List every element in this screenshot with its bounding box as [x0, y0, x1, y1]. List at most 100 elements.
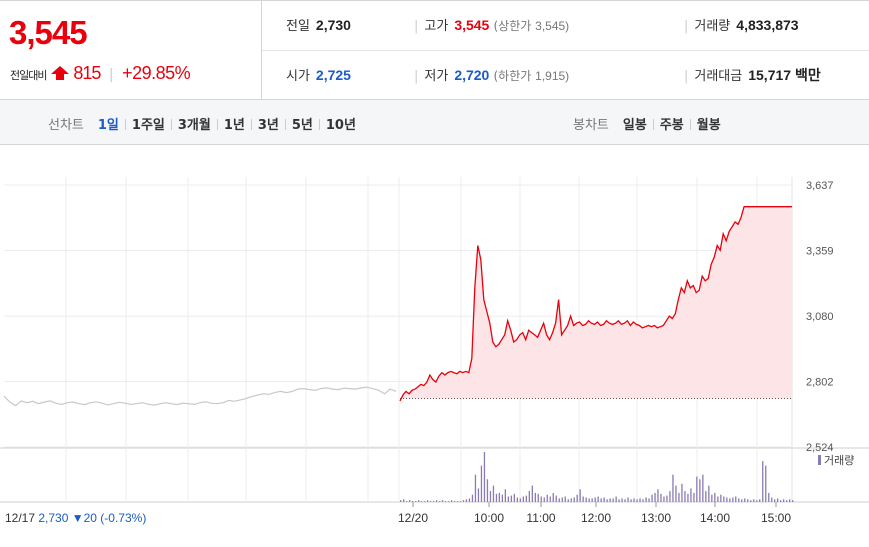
open-value: 2,725	[315, 67, 351, 83]
candle-chart-label: 봉차트	[573, 118, 609, 133]
volume-bar	[612, 498, 614, 502]
volume-bar	[585, 497, 587, 502]
volume-bar	[774, 499, 776, 502]
candle-period-tab[interactable]: 일봉	[622, 118, 647, 133]
volume-bar	[552, 492, 554, 502]
volume-bar	[705, 491, 707, 502]
change-percent: +29.85%	[122, 63, 191, 83]
y-tick-label: 2,524	[806, 442, 834, 454]
prev-close-label: 전일	[286, 19, 310, 34]
volume-bar	[753, 499, 755, 502]
volume-bar	[687, 493, 689, 502]
volume-bar	[729, 498, 731, 502]
volume-bar	[708, 485, 710, 502]
chart-tab-bar: 선차트 1일 1주일 3개월 1년 3년 5년 10년 봉차트 일봉 주봉 월봉	[0, 100, 869, 145]
candle-period-tab[interactable]: 월봉	[696, 118, 721, 133]
volume-bar	[648, 498, 650, 502]
line-chart-tabs: 선차트 1일 1주일 3개월 1년 3년 5년 10년	[48, 114, 356, 133]
volume-bar	[735, 496, 737, 502]
volume-bar	[429, 501, 432, 502]
line-period-tab[interactable]: 5년	[291, 118, 313, 133]
volume-bar	[576, 494, 578, 502]
volume-bar	[492, 485, 495, 502]
volume-bar	[654, 492, 656, 502]
volume-bar	[723, 496, 725, 502]
volume-bar	[564, 496, 566, 502]
candle-period-tab[interactable]: 주봉	[659, 118, 684, 133]
change-divider: |	[108, 67, 114, 83]
volume-bar	[780, 500, 782, 502]
volume-bar	[591, 498, 593, 502]
low-value: 2,720	[454, 67, 490, 83]
volume-bar	[507, 496, 509, 502]
volume-bar	[702, 474, 704, 502]
volume-bar	[786, 500, 788, 502]
tab-divider	[216, 119, 218, 130]
volume-bar	[732, 497, 734, 502]
volume-bar	[696, 476, 698, 502]
volume-legend-swatch	[818, 455, 821, 465]
volume-bar	[480, 465, 483, 502]
volume-bar	[501, 494, 503, 502]
tab-divider	[250, 119, 252, 130]
volume-bar	[645, 497, 647, 502]
high-label: 고가	[424, 19, 449, 34]
line-period-tab[interactable]: 3개월	[177, 118, 211, 133]
volume-bar	[642, 499, 644, 502]
volume-bar	[570, 498, 572, 502]
x-tick-label: 14:00	[700, 511, 730, 525]
volume-bar	[456, 501, 459, 502]
volume-bar	[525, 495, 527, 502]
volume-bar	[678, 492, 680, 502]
volume-bar	[747, 499, 749, 502]
line-period-tab[interactable]: 10년	[325, 118, 356, 133]
volume-bar	[783, 499, 785, 502]
volume-bar	[558, 498, 560, 502]
volume-bar	[537, 493, 539, 502]
line-period-tab[interactable]: 1주일	[131, 118, 165, 133]
volume-bar	[453, 501, 456, 502]
volume-bar	[606, 499, 608, 502]
volume-bar	[741, 499, 743, 502]
prev-close-cell: 전일 2,730	[286, 15, 351, 34]
volume-bar	[618, 499, 620, 502]
volume-bar	[750, 500, 752, 502]
line-period-tab[interactable]: 3년	[257, 118, 279, 133]
volume-bar	[621, 498, 623, 502]
volume-bar	[465, 499, 468, 502]
volume-bar	[639, 498, 641, 502]
volume-bar	[765, 465, 767, 502]
volume-bar	[534, 492, 536, 502]
open-cell: 시가 2,725	[286, 65, 351, 84]
volume-bar	[693, 492, 695, 502]
volume-bar	[792, 500, 794, 502]
line-chart-label: 선차트	[48, 118, 84, 133]
volume-bar	[717, 496, 719, 502]
volume-bar	[489, 491, 492, 502]
y-tick-label: 3,637	[806, 180, 834, 192]
line-period-tab[interactable]: 1년	[223, 118, 245, 133]
volume-bar	[657, 489, 659, 502]
up-arrow-icon	[50, 66, 69, 80]
low-cell: | 저가 2,720 (하한가 1,915)	[414, 67, 570, 84]
volume-bar	[423, 501, 426, 502]
volume-cell: | 거래량 4,833,873	[684, 17, 799, 34]
volume-bar	[633, 498, 635, 502]
volume-bar	[447, 501, 450, 502]
quote-summary: 3,545 전일대비 815 | +29.85% 전일 2,730 시가 2,725…	[0, 0, 869, 100]
volume-bar	[531, 485, 533, 502]
upper-limit: (상한가 3,545)	[493, 19, 570, 33]
row-divider	[262, 50, 869, 51]
volume-bar	[459, 501, 462, 502]
tab-divider	[284, 119, 286, 130]
volume-bar	[546, 494, 548, 502]
volume-bar	[660, 493, 662, 502]
volume-bar	[579, 489, 581, 502]
volume-bar	[415, 501, 417, 502]
volume-bar	[627, 497, 629, 502]
line-period-tab[interactable]: 1일	[97, 118, 119, 133]
volume-bar	[420, 501, 423, 502]
volume-bar	[597, 496, 599, 502]
volume-legend-label: 거래량	[824, 454, 854, 467]
volume-value: 4,833,873	[736, 17, 799, 33]
